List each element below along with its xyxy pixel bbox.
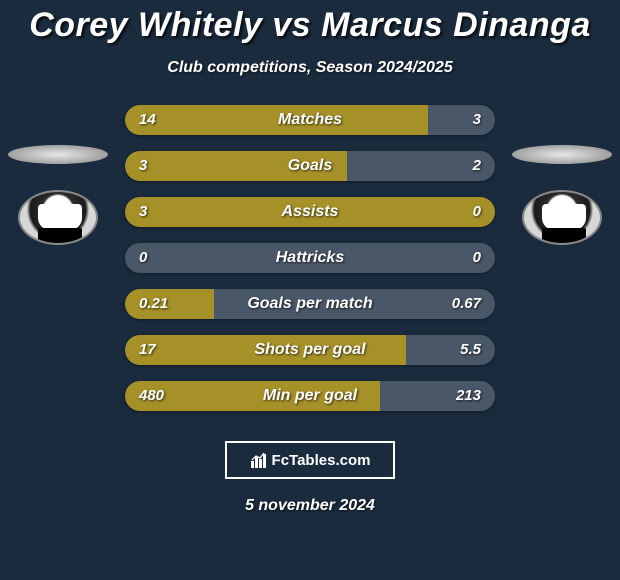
- stat-label: Min per goal: [125, 381, 495, 411]
- stat-label: Shots per goal: [125, 335, 495, 365]
- comparison-content: 143Matches 32Goals 30Assists 00Hattricks 0.2…: [0, 105, 620, 411]
- stat-row: 30Assists: [125, 197, 495, 227]
- stat-row: 32Goals: [125, 151, 495, 181]
- bar-chart-icon: [250, 451, 268, 469]
- stat-row: 143Matches: [125, 105, 495, 135]
- shadow-ellipse-icon: [512, 145, 612, 164]
- branding-text: FcTables.com: [272, 452, 371, 469]
- stat-label: Goals: [125, 151, 495, 181]
- snapshot-date: 5 november 2024: [0, 497, 620, 515]
- branding-box: FcTables.com: [225, 441, 395, 479]
- stat-label: Hattricks: [125, 243, 495, 273]
- stat-label: Goals per match: [125, 289, 495, 319]
- shadow-ellipse-icon: [8, 145, 108, 164]
- comparison-subtitle: Club competitions, Season 2024/2025: [0, 59, 620, 77]
- player-left-badge: [8, 145, 108, 245]
- stat-row: 480213Min per goal: [125, 381, 495, 411]
- stat-label: Matches: [125, 105, 495, 135]
- stat-row: 00Hattricks: [125, 243, 495, 273]
- club-crest-right-icon: [522, 190, 602, 245]
- stat-label: Assists: [125, 197, 495, 227]
- player-right-badge: [512, 145, 612, 245]
- comparison-title: Corey Whitely vs Marcus Dinanga: [0, 0, 620, 45]
- club-crest-left-icon: [18, 190, 98, 245]
- stat-rows-container: 143Matches 32Goals 30Assists 00Hattricks 0.2…: [125, 105, 495, 411]
- stat-row: 175.5Shots per goal: [125, 335, 495, 365]
- stat-row: 0.210.67Goals per match: [125, 289, 495, 319]
